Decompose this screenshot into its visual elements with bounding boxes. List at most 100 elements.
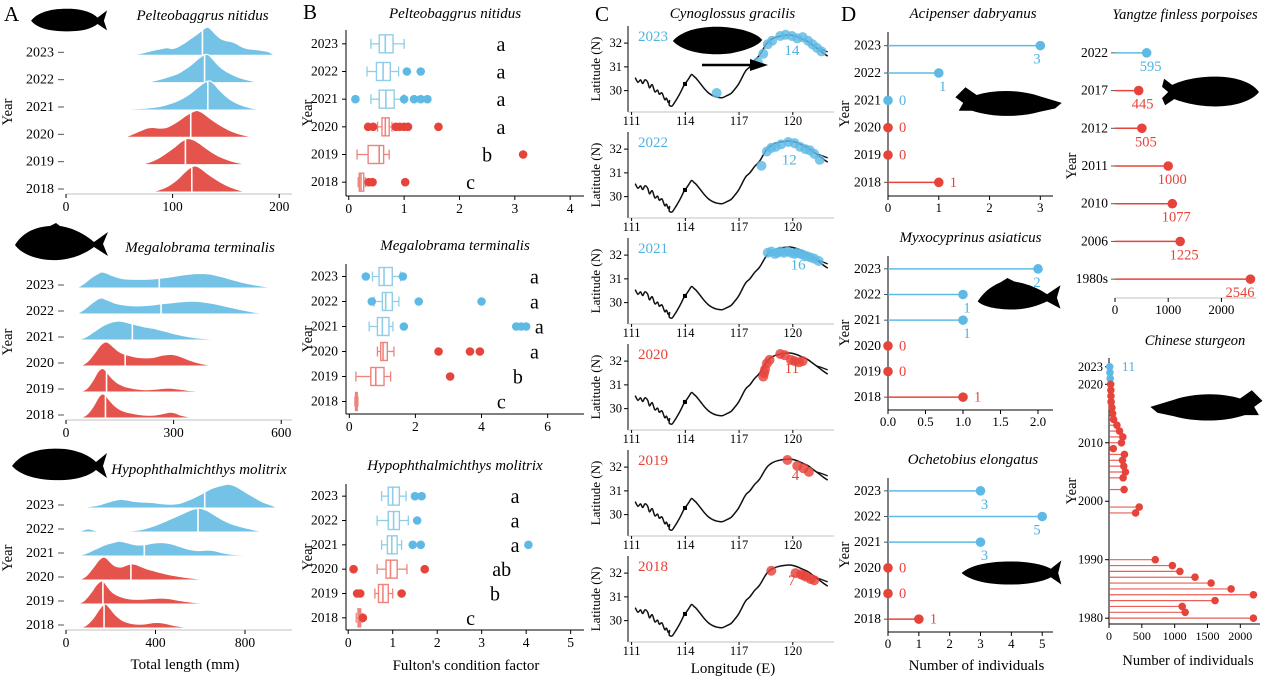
svg-text:1: 1 <box>950 175 957 191</box>
svg-text:a: a <box>535 317 544 339</box>
svg-text:c: c <box>466 172 475 194</box>
svg-text:31: 31 <box>610 166 623 180</box>
svg-text:30: 30 <box>610 402 623 416</box>
svg-text:2020: 2020 <box>1078 377 1103 391</box>
svg-text:2019: 2019 <box>26 155 54 170</box>
svg-text:2021: 2021 <box>311 537 338 552</box>
boxplot-svg: 0 1 2 3 4 5 2023 a 2022 a 2021 a 2020 ab 2019 b 2018 c Yea… <box>300 484 584 650</box>
svg-text:445: 445 <box>1132 97 1154 113</box>
svg-text:0: 0 <box>1112 302 1119 317</box>
boxplot-svg: 0 2 4 6 2023 a 2022 a 2021 a 2020 a 2019 b 2018 c Year <box>300 264 584 434</box>
svg-text:2: 2 <box>1033 275 1040 291</box>
timeline-title-sturgeon: Chinese sturgeon <box>1144 333 1246 349</box>
svg-text:2022: 2022 <box>311 513 338 528</box>
svg-text:2022: 2022 <box>26 304 54 319</box>
svg-text:Year: Year <box>300 99 316 126</box>
svg-text:120: 120 <box>783 114 802 128</box>
svg-text:0: 0 <box>345 635 352 650</box>
svg-text:2020: 2020 <box>854 338 881 353</box>
ridgeline-svg: 0 400 800 2023 2022 2021 2020 2019 2018 Year <box>0 483 292 650</box>
svg-text:a: a <box>511 535 520 557</box>
svg-text:b: b <box>490 584 500 606</box>
svg-text:Year: Year <box>838 100 853 127</box>
svg-text:117: 117 <box>730 220 748 234</box>
map-2022: 30 31 32 111 114 117 120 2022 12 Latitude (N) <box>588 130 838 235</box>
svg-text:0: 0 <box>885 200 892 215</box>
loll-title-ochetobius: Ochetobius elongatus <box>907 452 1039 468</box>
svg-text:2019: 2019 <box>311 586 338 601</box>
svg-text:32: 32 <box>610 566 623 580</box>
svg-text:2010: 2010 <box>1081 196 1108 211</box>
svg-text:3: 3 <box>1033 52 1040 68</box>
svg-text:117: 117 <box>730 644 748 658</box>
svg-text:2000: 2000 <box>1208 302 1234 317</box>
svg-text:2021: 2021 <box>854 534 881 549</box>
svg-text:2019: 2019 <box>638 453 668 469</box>
lollipop-ochetobius: 0 1 2 3 4 5 2023 3 2022 5 2021 3 2020 0 2019 0 2018 1 Year <box>837 470 1065 656</box>
svg-text:117: 117 <box>730 326 748 340</box>
svg-text:0: 0 <box>899 586 906 602</box>
svg-text:2546: 2546 <box>1226 285 1255 301</box>
svg-text:1500: 1500 <box>1195 629 1219 643</box>
svg-text:1980s: 1980s <box>1076 271 1108 286</box>
svg-text:2012: 2012 <box>1081 120 1108 135</box>
svg-text:2020: 2020 <box>311 119 338 134</box>
map-svg: 30 31 32 111 114 117 120 2020 11 Latitude (N) <box>588 344 834 446</box>
panel-label-a: A <box>4 2 20 26</box>
svg-text:1990: 1990 <box>1078 553 1103 567</box>
svg-text:a: a <box>497 89 506 111</box>
svg-text:Latitude (N): Latitude (N) <box>590 143 603 208</box>
svg-text:117: 117 <box>730 114 748 128</box>
svg-text:2023: 2023 <box>638 29 668 45</box>
svg-text:c: c <box>497 392 506 414</box>
svg-text:3: 3 <box>981 548 988 564</box>
svg-text:2020: 2020 <box>638 347 668 363</box>
svg-text:1: 1 <box>936 200 943 215</box>
svg-text:5: 5 <box>1039 636 1046 651</box>
svg-text:0: 0 <box>63 199 70 214</box>
svg-text:2021: 2021 <box>26 100 54 115</box>
svg-text:2: 2 <box>946 636 953 651</box>
svg-text:2021: 2021 <box>638 241 668 257</box>
svg-text:a: a <box>530 267 539 289</box>
svg-text:30: 30 <box>610 296 623 310</box>
svg-text:2.0: 2.0 <box>1030 414 1046 429</box>
ridge-title-megalobrama: Megalobrama terminalis <box>125 240 275 256</box>
svg-text:Year: Year <box>300 325 316 352</box>
pelteobagrus-silhouette-icon <box>22 4 117 36</box>
svg-text:120: 120 <box>783 220 802 234</box>
svg-text:1980: 1980 <box>1078 611 1103 625</box>
svg-text:4: 4 <box>523 635 530 650</box>
panel-label-b: B <box>303 0 318 24</box>
svg-text:2019: 2019 <box>311 369 338 384</box>
porpoise-silhouette-icon <box>1160 68 1262 114</box>
svg-text:2022: 2022 <box>311 294 338 309</box>
svg-text:117: 117 <box>730 538 748 552</box>
ridgeline-svg: 0 300 600 2023 2022 2021 2020 2019 2018 Year <box>0 271 292 440</box>
boxplot-pelteobagrus: 0 1 2 3 4 2023 a 2022 a 2021 a 2020 a 2019 b 2018 c Year <box>300 22 590 222</box>
svg-text:2019: 2019 <box>854 364 881 379</box>
svg-text:600: 600 <box>271 425 292 440</box>
ridgeline-svg: 0 100 200 2023 2022 2021 2020 2019 2018 Year <box>0 26 292 214</box>
svg-text:1000: 1000 <box>1158 172 1187 188</box>
svg-text:1: 1 <box>916 636 923 651</box>
svg-text:0: 0 <box>899 364 906 380</box>
svg-text:2: 2 <box>456 201 463 216</box>
svg-text:4: 4 <box>567 201 574 216</box>
svg-text:2020: 2020 <box>854 560 881 575</box>
svg-text:Latitude (N): Latitude (N) <box>590 37 603 102</box>
chinese-sturgeon-silhouette-icon <box>1148 386 1266 430</box>
svg-text:Year: Year <box>0 328 16 355</box>
hypophthalmichthys-silhouette-icon <box>10 444 110 484</box>
svg-text:0: 0 <box>899 338 906 354</box>
svg-text:114: 114 <box>676 538 695 552</box>
svg-text:30: 30 <box>610 508 623 522</box>
svg-text:2019: 2019 <box>26 594 54 609</box>
migration-arrow-icon <box>700 58 770 72</box>
map-2019: 30 31 32 111 114 117 120 2019 4 Latitude (N) <box>588 448 838 553</box>
svg-text:300: 300 <box>163 425 184 440</box>
svg-text:800: 800 <box>235 635 256 650</box>
map-svg: 30 31 32 111 114 117 120 2022 12 Latitude (N) <box>588 132 834 234</box>
